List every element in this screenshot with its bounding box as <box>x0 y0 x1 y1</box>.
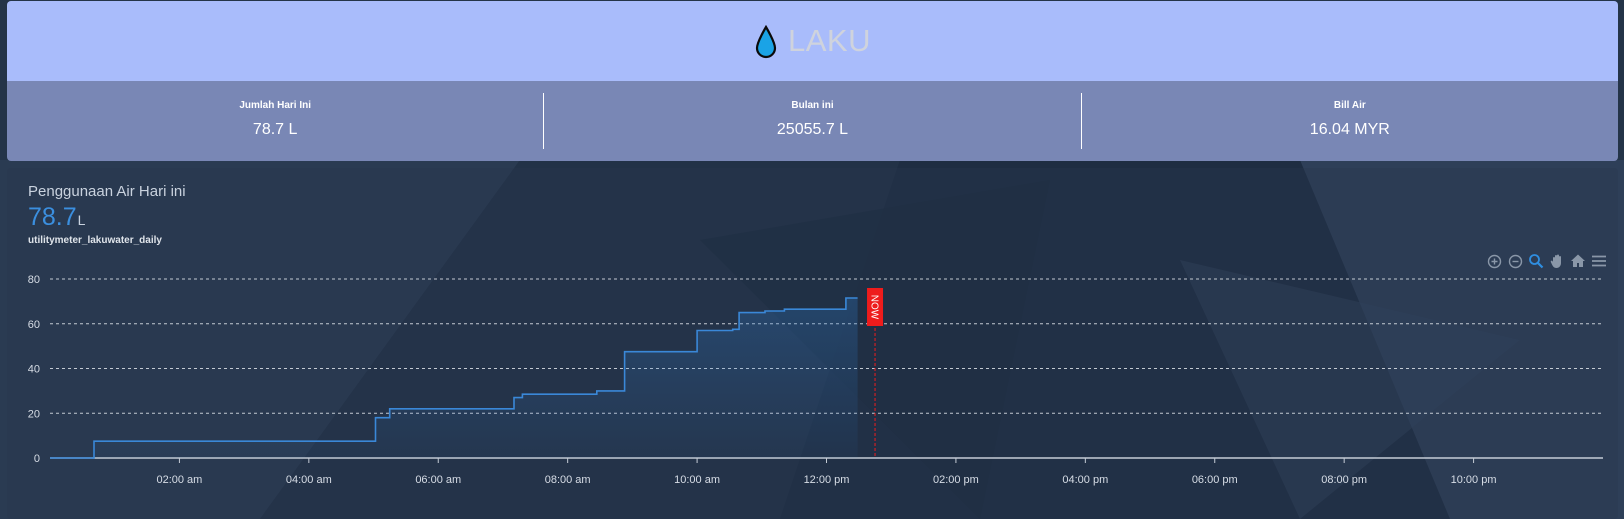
chart-state[interactable]: 78.7L <box>28 203 85 232</box>
stats-row: Jumlah Hari Ini 78.7 L Bulan ini 25055.7… <box>7 81 1618 161</box>
zoom-out-icon[interactable] <box>1506 252 1524 270</box>
water-drop-icon <box>755 25 777 59</box>
now-badge <box>867 288 884 326</box>
divider <box>1080 93 1082 149</box>
x-tick-label: 02:00 am <box>156 474 202 486</box>
entity-name: utilitymeter_lakuwater_daily <box>28 235 162 246</box>
x-tick-label: 08:00 am <box>545 474 591 486</box>
pan-hand-icon[interactable] <box>1548 252 1566 270</box>
y-tick-label: 80 <box>28 274 40 286</box>
y-tick-label: 60 <box>28 319 40 331</box>
stat-today[interactable]: Jumlah Hari Ini 78.7 L <box>7 81 543 161</box>
y-tick-label: 40 <box>28 364 40 376</box>
stat-label: Jumlah Hari Ini <box>239 99 311 111</box>
stat-bill[interactable]: Bill Air 16.04 MYR <box>1082 81 1618 161</box>
series-layer <box>50 297 858 459</box>
stat-label: Bill Air <box>1333 99 1366 111</box>
stat-value: 25055.7 L <box>776 120 849 138</box>
y-tick-label: 0 <box>34 453 40 465</box>
now-label: NOW <box>869 295 880 320</box>
state-unit: L <box>77 212 86 228</box>
chart-toolbar <box>1485 252 1608 270</box>
x-tick-label: 10:00 am <box>674 474 720 486</box>
reset-home-icon[interactable] <box>1569 252 1587 270</box>
stat-value: 16.04 MYR <box>1309 120 1390 138</box>
stat-month[interactable]: Bulan ini 25055.7 L <box>544 81 1080 161</box>
summary-card: LAKU Jumlah Hari Ini 78.7 L Bulan ini 25… <box>7 1 1618 161</box>
y-tick-label: 20 <box>28 408 40 420</box>
zoom-in-icon[interactable] <box>1485 252 1503 270</box>
series-area <box>50 298 858 458</box>
axis-labels: 0 20 40 60 80 02:00 am 04:00 am 06:00 am 08:00 a… <box>28 274 1497 486</box>
title-bar: LAKU <box>7 1 1618 81</box>
state-value: 78.7 <box>28 203 77 231</box>
card-title: LAKU <box>788 23 871 58</box>
x-tick-label: 06:00 am <box>415 474 461 486</box>
menu-icon[interactable] <box>1590 252 1608 270</box>
selection-zoom-icon[interactable] <box>1527 252 1545 270</box>
stat-value: 78.7 L <box>252 120 298 138</box>
chart-title: Penggunaan Air Hari ini <box>28 183 186 200</box>
divider <box>543 93 545 149</box>
x-tick-label: 02:00 pm <box>933 474 979 486</box>
x-tick-label: 04:00 pm <box>1062 474 1108 486</box>
x-tick-label: 08:00 pm <box>1321 474 1367 486</box>
series-line <box>50 297 858 459</box>
x-tick-label: 10:00 pm <box>1451 474 1497 486</box>
x-tick-label: 06:00 pm <box>1192 474 1238 486</box>
x-tick-label: 04:00 am <box>286 474 332 486</box>
x-tick-label: 12:00 pm <box>804 474 850 486</box>
now-marker-layer: NOW <box>867 288 884 458</box>
stat-label: Bulan ini <box>791 99 834 111</box>
